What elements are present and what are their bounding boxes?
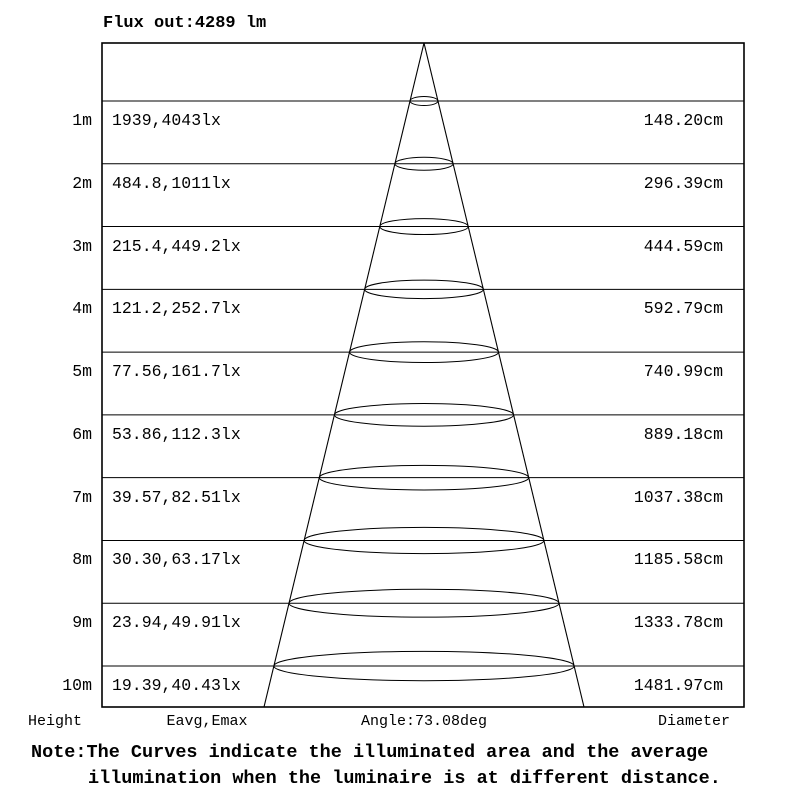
height-label: 5m: [72, 362, 92, 382]
height-label: 10m: [62, 676, 92, 696]
height-label: 7m: [72, 487, 92, 507]
diameter-value: 1185.58cm: [633, 550, 723, 570]
diameter-value: 296.39cm: [643, 173, 723, 193]
diameter-value: 889.18cm: [643, 424, 723, 444]
diameter-value: 1481.97cm: [633, 676, 723, 696]
height-label: 8m: [72, 550, 92, 570]
diameter-value: 1037.38cm: [633, 487, 723, 507]
illuminance-value: 23.94,49.91lx: [112, 613, 241, 633]
diameter-value: 592.79cm: [643, 299, 723, 319]
height-label: 3m: [72, 236, 92, 256]
diameter-value: 740.99cm: [643, 362, 723, 382]
illuminance-value: 77.56,161.7lx: [112, 362, 241, 382]
footer-eavg-emax-label: Eavg,Emax: [166, 713, 248, 730]
diagram-border: [101, 42, 745, 708]
illuminance-value: 19.39,40.43lx: [112, 676, 241, 696]
illuminance-value: 121.2,252.7lx: [112, 299, 241, 319]
footer-diameter-label: Diameter: [657, 713, 730, 730]
illuminance-value: 1939,4043lx: [112, 111, 221, 130]
note-line-1: Note:The Curves indicate the illuminated…: [31, 742, 709, 763]
footer-beam-angle-label: Angle:73.08deg: [360, 713, 488, 730]
note-line-2: illumination when the luminaire is at di…: [88, 768, 721, 789]
footer-height-label: Height: [28, 713, 83, 730]
illuminance-value: 39.57,82.51lx: [112, 487, 241, 507]
height-label: 2m: [72, 173, 92, 193]
height-label: 1m: [72, 111, 92, 130]
height-label: 9m: [72, 613, 92, 633]
diameter-value: 1333.78cm: [633, 613, 723, 633]
illuminance-value: 53.86,112.3lx: [112, 424, 241, 444]
flux-out-title: Flux out:4289 lm: [103, 14, 267, 33]
cone-right-edge: [423, 42, 585, 708]
height-label: 4m: [72, 299, 92, 319]
diameter-value: 148.20cm: [643, 111, 723, 130]
diameter-value: 444.59cm: [643, 236, 723, 256]
height-label: 6m: [72, 424, 92, 444]
illuminance-value: 484.8,1011lx: [112, 173, 231, 193]
illuminance-value: 30.30,63.17lx: [112, 550, 241, 570]
illuminance-value: 215.4,449.2lx: [112, 236, 241, 256]
cone-left-edge: [263, 42, 425, 708]
